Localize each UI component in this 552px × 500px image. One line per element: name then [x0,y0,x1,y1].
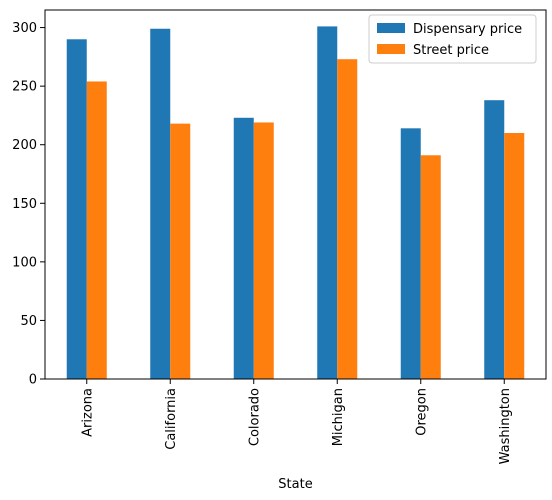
x-tick-label-colorado: Colorado [247,388,262,446]
y-tick-label: 50 [20,314,37,329]
x-tick-label-michigan: Michigan [331,388,346,446]
bar-street-michigan [337,59,358,379]
bar-dispensary-california [150,28,171,379]
x-tick-label-arizona: Arizona [80,388,95,437]
y-axis: 0 50 100 150 200 250 300 [12,21,45,388]
y-tick-label: 0 [29,373,37,388]
plot-frame [44,9,547,380]
bars-layer [66,26,525,380]
bar-street-colorado [253,122,274,379]
x-tick-label-washington: Washington [498,388,513,464]
legend-label-street: Street price [413,43,489,58]
bar-dispensary-washington [484,100,505,379]
bar-dispensary-oregon [400,128,421,379]
y-tick-label: 150 [12,197,37,212]
legend-swatch-street [377,44,405,54]
y-tick-label: 300 [12,21,37,36]
y-tick-label: 250 [12,80,37,95]
y-tick-label: 100 [12,255,37,270]
legend-swatch-dispensary [377,23,405,33]
bar-dispensary-michigan [317,26,338,380]
x-axis: Arizona California Colorado Michigan Oregon W… [80,379,513,464]
y-tick-label: 200 [12,138,37,153]
bar-street-arizona [86,81,107,379]
x-tick-label-oregon: Oregon [414,388,429,436]
x-axis-label: State [278,477,312,492]
bar-street-washington [504,133,525,379]
bar-dispensary-arizona [66,39,87,380]
legend-label-dispensary: Dispensary price [413,22,522,37]
bar-dispensary-colorado [233,117,254,380]
legend: Dispensary price Street price [368,14,537,64]
bar-street-california [170,123,191,379]
legend-box [368,14,537,64]
x-tick-label-california: California [164,388,179,450]
bar-street-oregon [420,155,441,379]
